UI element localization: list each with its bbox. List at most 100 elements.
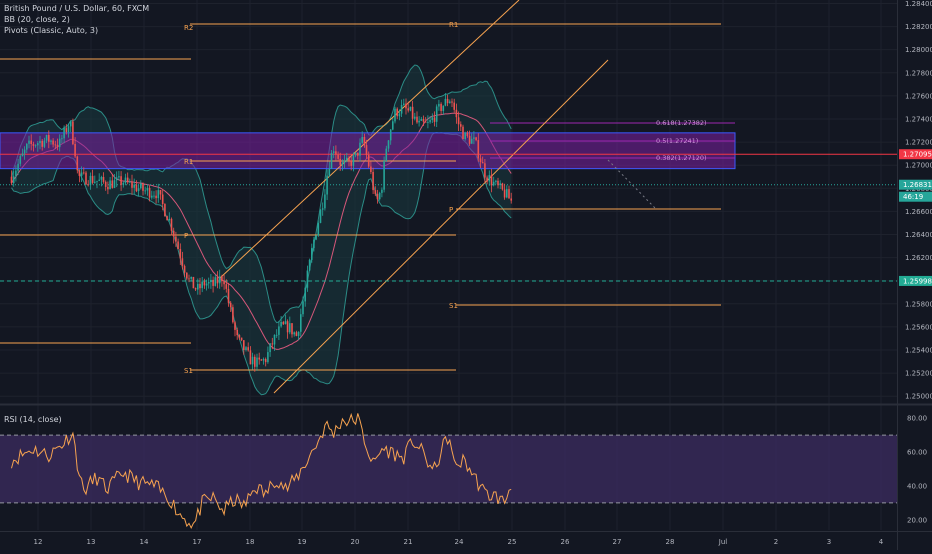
pivot-label-p-prev: P [184, 232, 188, 240]
candle-body [37, 143, 39, 146]
candle-body [442, 105, 445, 111]
candle-body [335, 151, 337, 155]
candle-body [446, 98, 449, 104]
candle-body [350, 160, 352, 166]
time-tick-label: 26 [561, 538, 570, 546]
pivot-label-p: P [449, 206, 453, 214]
candle-body [74, 144, 76, 157]
time-tick-label: 24 [455, 538, 464, 546]
candle-body [374, 190, 377, 194]
candle-body [383, 161, 385, 190]
candle-body [76, 156, 79, 171]
candle-body [43, 140, 46, 147]
price-tick-label: 1.26200 [905, 254, 932, 262]
candle-body [460, 124, 462, 127]
time-tick-label: 2 [774, 538, 778, 546]
candle-body [273, 334, 276, 345]
candle-body [367, 155, 370, 167]
candle-body [495, 180, 497, 182]
candle-body [210, 279, 212, 283]
candle-body [308, 259, 311, 271]
candle-body [115, 177, 118, 181]
time-tick-label: 19 [298, 538, 307, 546]
candle-body [405, 103, 407, 109]
candle-body [151, 195, 153, 198]
candle-body [361, 137, 363, 143]
price-tick-label: 1.25600 [905, 323, 932, 331]
candle-body [61, 138, 63, 140]
time-tick-label: 14 [140, 538, 149, 546]
candle-body [332, 151, 335, 153]
candle-body [258, 357, 260, 360]
candle-body [104, 181, 107, 187]
candle-body [262, 359, 265, 361]
candle-body [438, 103, 440, 107]
candle-body [80, 172, 83, 176]
candle-body [135, 184, 138, 192]
candle-body [83, 172, 85, 174]
candle-body [203, 281, 206, 286]
candle-body [365, 145, 368, 155]
candle-body [78, 170, 81, 176]
price-tick-label: 1.28200 [905, 23, 932, 31]
candle-body [122, 182, 125, 185]
candle-body [63, 128, 65, 139]
candle-body [473, 137, 475, 139]
candle-body [89, 175, 92, 185]
candle-body [444, 98, 447, 106]
candle-body [52, 140, 54, 145]
time-tick-label: 28 [666, 538, 675, 546]
candle-body [34, 145, 37, 147]
candle-body [387, 140, 390, 149]
price-tick-label: 1.26400 [905, 231, 932, 239]
candle-body [341, 162, 344, 165]
candle-body [28, 140, 30, 144]
candle-body [234, 322, 236, 330]
candle-body [223, 281, 225, 285]
candle-body [10, 176, 13, 184]
candle-body [319, 209, 322, 223]
candle-body [392, 121, 394, 130]
candle-body [218, 276, 221, 284]
candle-body [440, 103, 442, 111]
candle-body [197, 283, 199, 290]
pivot-label-r1-prev: R1 [184, 158, 193, 166]
candles [10, 93, 512, 372]
time-tick-label: 25 [508, 538, 517, 546]
price-badge-label: 1.27095 [903, 151, 932, 159]
candle-body [199, 283, 201, 289]
rsi-legend: RSI (14, close) [4, 414, 62, 425]
price-badge [899, 191, 932, 202]
candle-body [354, 152, 357, 156]
time-tick-label: 18 [246, 538, 255, 546]
pivot-label-r1: R1 [449, 21, 458, 29]
candle-body [306, 270, 309, 288]
candle-body [317, 222, 320, 236]
candle-body [183, 265, 186, 273]
price-tick-label: 1.25200 [905, 370, 932, 378]
candle-body [192, 277, 195, 289]
projection-dotted-line [607, 159, 656, 209]
price-badge-label: 1.25998 [903, 277, 932, 285]
candle-body [256, 357, 258, 367]
candle-body [98, 179, 100, 181]
candle-body [146, 187, 149, 191]
candle-body [50, 140, 52, 142]
candle-body [424, 121, 427, 123]
candle-body [328, 168, 331, 176]
candle-body [54, 144, 57, 146]
time-tick-label: 27 [613, 538, 622, 546]
candle-body [479, 158, 482, 163]
candle-body [247, 347, 249, 351]
candle-body [144, 190, 146, 192]
candle-body [179, 249, 182, 259]
candle-body [346, 157, 348, 161]
candle-body [297, 331, 300, 336]
price-tick-label: 1.27800 [905, 69, 932, 77]
candle-body [499, 183, 501, 186]
price-tick-label: 1.27000 [905, 162, 932, 170]
candle-body [339, 158, 341, 165]
candle-body [94, 181, 96, 183]
